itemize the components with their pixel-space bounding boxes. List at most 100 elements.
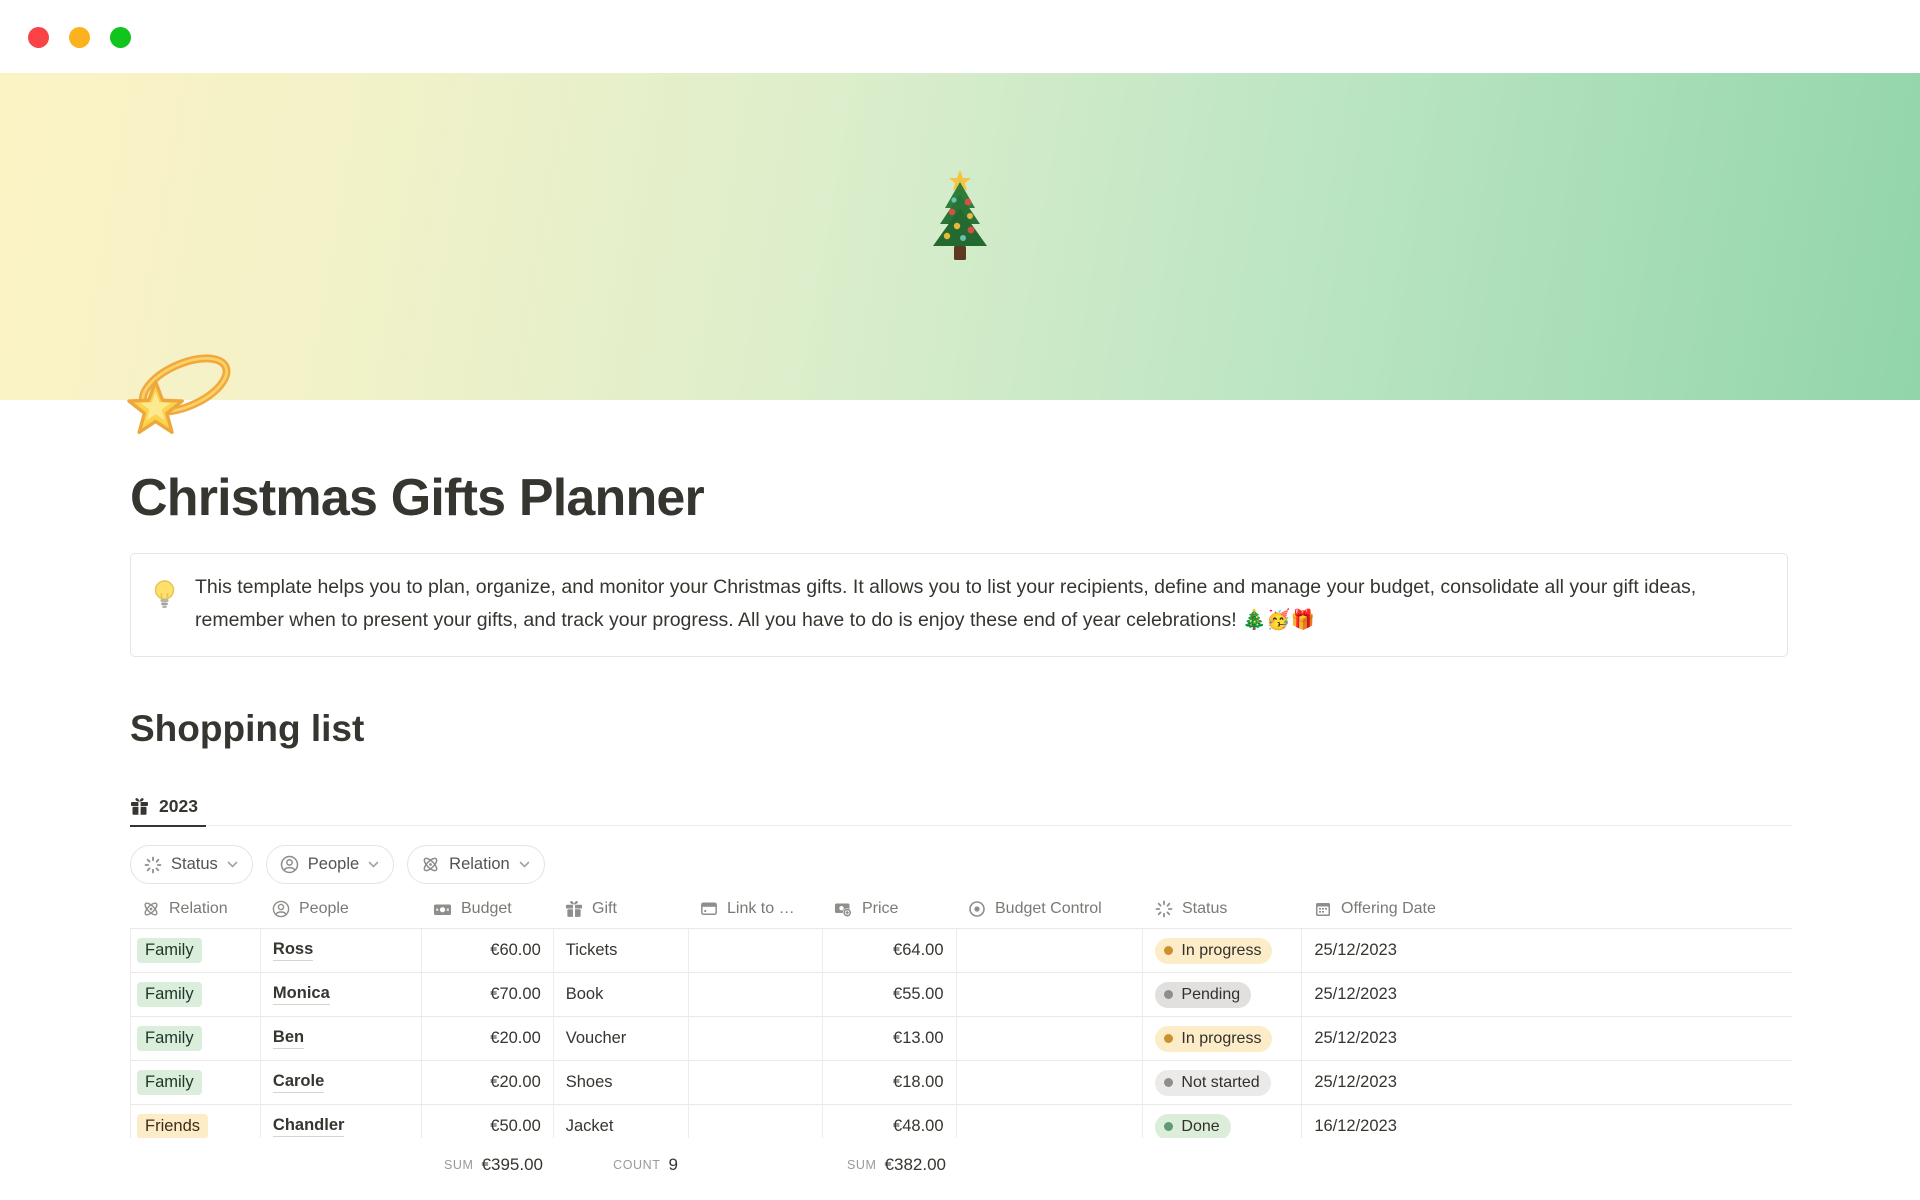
person-link[interactable]: Ross — [272, 940, 314, 961]
person-link[interactable]: Monica — [272, 984, 330, 1005]
rollup-icon — [835, 903, 852, 917]
budget-cell[interactable]: €20.00 — [422, 1061, 554, 1104]
price-cell: €18.00 — [823, 1061, 957, 1104]
gift-cell[interactable]: Shoes — [554, 1061, 689, 1104]
budget-cell[interactable]: €60.00 — [422, 929, 554, 972]
page-title: Christmas Gifts Planner — [130, 469, 705, 527]
column-header-budget[interactable]: Budget — [421, 900, 553, 919]
status-dot — [1164, 946, 1174, 955]
relation-tag[interactable]: Friends — [137, 1114, 209, 1138]
chevron-down-icon — [519, 861, 530, 868]
dizzy-star-icon[interactable] — [122, 336, 234, 452]
status-pill[interactable]: In progress — [1155, 1025, 1273, 1052]
column-header-budget-control[interactable]: Budget Control — [956, 900, 1143, 918]
table-body: Family Ross €60.00 Tickets €64.00 In pro… — [130, 929, 1792, 1138]
relation-tag[interactable]: Family — [137, 1070, 202, 1095]
tab-2023[interactable]: 2023 — [130, 787, 206, 827]
person-icon — [280, 855, 299, 874]
section-heading: Shopping list — [130, 708, 365, 749]
table-row: Family Ross €60.00 Tickets €64.00 In pro… — [131, 929, 1792, 973]
status-pill[interactable]: Not started — [1155, 1069, 1271, 1096]
gift-icon — [565, 901, 583, 917]
offering-date-cell[interactable]: 25/12/2023 — [1314, 985, 1397, 1003]
table-footer: SUM €395.00 COUNT 9 SUM €382.00 — [130, 1138, 1792, 1192]
filter-label: People — [307, 855, 360, 873]
relation-atom-icon — [144, 902, 158, 916]
status-pill[interactable]: In progress — [1155, 937, 1273, 964]
filter-label: Relation — [449, 855, 510, 873]
minimize-window-button[interactable] — [69, 27, 90, 48]
column-header-relation[interactable]: Relation — [130, 900, 260, 918]
filter-relation[interactable]: Relation — [407, 845, 545, 884]
sum-price[interactable]: SUM €382.00 — [846, 1155, 946, 1174]
eye-icon — [969, 901, 985, 917]
window-controls — [28, 27, 131, 48]
link-to-cell[interactable] — [689, 929, 823, 972]
price-cell: €48.00 — [823, 1105, 957, 1138]
table-row: Family Monica €70.00 Book €55.00 Pending… — [131, 973, 1792, 1017]
offering-date-cell[interactable]: 25/12/2023 — [1314, 1073, 1397, 1091]
filter-people[interactable]: People — [265, 845, 395, 884]
gift-cell[interactable]: Voucher — [554, 1017, 689, 1060]
relation-tag[interactable]: Family — [137, 938, 202, 963]
column-header-status[interactable]: Status — [1143, 900, 1302, 918]
gift-cell[interactable]: Jacket — [554, 1105, 689, 1138]
column-header-people[interactable]: People — [260, 900, 421, 918]
chevron-down-icon — [227, 861, 238, 868]
budget-cell[interactable]: €70.00 — [422, 973, 554, 1016]
price-cell: €64.00 — [823, 929, 957, 972]
column-header-link-to[interactable]: Link to … — [688, 900, 822, 918]
relation-tag[interactable]: Family — [137, 1026, 202, 1051]
christmas-tree-icon — [933, 170, 987, 260]
offering-date-cell[interactable]: 16/12/2023 — [1314, 1117, 1397, 1135]
table-row: Family Carole €20.00 Shoes €18.00 Not st… — [131, 1061, 1792, 1105]
status-pill[interactable]: Pending — [1155, 981, 1252, 1008]
gift-icon — [131, 797, 148, 815]
person-link[interactable]: Chandler — [272, 1116, 345, 1137]
count-gifts[interactable]: COUNT 9 — [613, 1155, 678, 1174]
filter-bar: Status People Relation — [130, 845, 545, 884]
screen-icon — [701, 902, 717, 915]
column-header-offering-date[interactable]: Offering Date — [1302, 900, 1792, 918]
table-header-row: Relation People Budget Gift — [130, 890, 1792, 929]
status-dot — [1164, 1122, 1174, 1131]
person-link[interactable]: Ben — [272, 1028, 305, 1049]
status-burst-icon — [1155, 900, 1173, 918]
light-bulb-icon — [154, 580, 175, 608]
status-burst-icon — [144, 856, 162, 873]
column-header-gift[interactable]: Gift — [553, 900, 688, 918]
callout-text: This template helps you to plan, organiz… — [195, 576, 1697, 631]
relation-atom-icon — [423, 857, 438, 872]
filter-label: Status — [171, 855, 218, 873]
page-cover[interactable] — [0, 73, 1920, 400]
view-tab-bar: 2023 — [130, 786, 1792, 827]
price-cell: €13.00 — [823, 1017, 957, 1060]
callout[interactable]: This template helps you to plan, organiz… — [130, 553, 1788, 657]
close-window-button[interactable] — [28, 27, 49, 48]
budget-cell[interactable]: €20.00 — [422, 1017, 554, 1060]
link-to-cell[interactable] — [689, 1105, 823, 1138]
status-pill[interactable]: Done — [1155, 1113, 1231, 1138]
relation-tag[interactable]: Family — [137, 982, 202, 1007]
budget-control-cell — [957, 929, 1144, 972]
budget-control-cell — [957, 973, 1144, 1016]
gift-cell[interactable]: Book — [554, 973, 689, 1016]
offering-date-cell[interactable]: 25/12/2023 — [1314, 1029, 1397, 1047]
table-row: Friends Chandler €50.00 Jacket €48.00 Do… — [131, 1105, 1792, 1138]
person-link[interactable]: Carole — [272, 1072, 325, 1093]
banknote-icon — [434, 904, 451, 915]
budget-cell[interactable]: €50.00 — [422, 1105, 554, 1138]
column-header-price[interactable]: Price — [822, 900, 956, 919]
table-row: Family Ben €20.00 Voucher €13.00 In prog… — [131, 1017, 1792, 1061]
gift-cell[interactable]: Tickets — [554, 929, 689, 972]
zoom-window-button[interactable] — [110, 27, 131, 48]
budget-control-cell — [957, 1061, 1144, 1104]
tab-label: 2023 — [159, 795, 198, 816]
link-to-cell[interactable] — [689, 973, 823, 1016]
link-to-cell[interactable] — [689, 1017, 823, 1060]
filter-status[interactable]: Status — [130, 845, 253, 884]
sum-budget[interactable]: SUM €395.00 — [443, 1155, 543, 1174]
status-dot — [1164, 990, 1174, 999]
link-to-cell[interactable] — [689, 1061, 823, 1104]
offering-date-cell[interactable]: 25/12/2023 — [1314, 941, 1397, 959]
